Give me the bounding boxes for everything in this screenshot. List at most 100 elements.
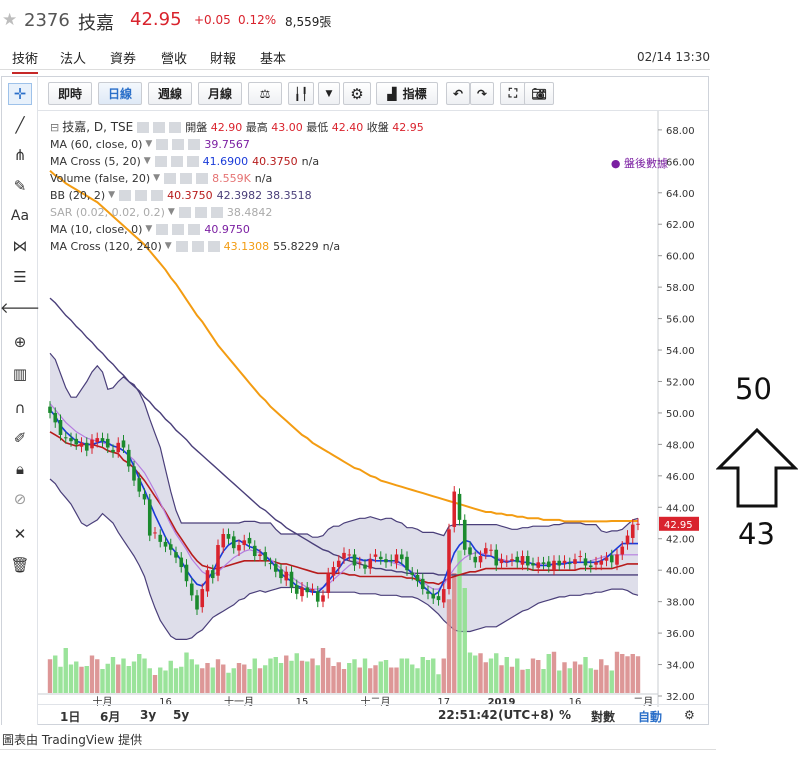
timezone-label[interactable]: (UTC+8)	[498, 708, 555, 722]
volume-bar	[436, 674, 441, 693]
tab-basic[interactable]: 基本	[260, 52, 287, 67]
percent-scale-button[interactable]: %	[559, 708, 572, 722]
candle-type-icon[interactable]: ╽╿	[288, 82, 314, 105]
volume-bar	[163, 670, 168, 693]
range-3y-button[interactable]: 3y	[140, 708, 157, 722]
tab-institutional[interactable]: 法人	[60, 52, 87, 67]
volume-bar	[189, 659, 194, 693]
annotation-lower-number: 43	[738, 517, 775, 551]
auto-scale-button[interactable]: 自動	[638, 710, 663, 724]
tools-icon[interactable]: ✕	[13, 525, 27, 543]
range-1d-button[interactable]: 1日	[60, 710, 81, 724]
candle-body	[552, 560, 556, 570]
volume-bar	[578, 664, 583, 693]
arrow-left-icon[interactable]: 🡐	[0, 298, 41, 317]
measure-icon[interactable]: ▥	[12, 365, 28, 383]
weekly-button[interactable]: 週線	[148, 82, 192, 105]
realtime-button[interactable]: 即時	[48, 82, 92, 105]
volume-bar	[620, 654, 625, 693]
lock-icon[interactable]: 🔒︎	[16, 460, 24, 478]
trash-icon[interactable]: 🗑︎	[10, 556, 30, 574]
candle-body	[336, 560, 341, 568]
volume-bar	[425, 660, 431, 693]
candle-body	[321, 595, 325, 602]
brush-icon[interactable]: ✎	[13, 177, 27, 195]
stock-code: 2376	[24, 10, 70, 31]
volume-bar	[420, 657, 425, 693]
hide-icon[interactable]: ⊘	[13, 490, 27, 508]
ma120-line	[49, 170, 638, 523]
price-chart-area[interactable]: 32.00 34.00 36.00 38.00 40.00 42.00 44.00 46.00…	[38, 111, 708, 708]
candle-body	[609, 555, 614, 563]
zoom-icon[interactable]: ⊕	[13, 333, 27, 351]
tab-revenue[interactable]: 營收	[161, 52, 188, 67]
tab-technical[interactable]: 技術	[12, 48, 39, 74]
stay-drawing-icon[interactable]: ✐	[13, 429, 27, 447]
annotation-upper-number: 50	[735, 372, 772, 406]
snapshot-camera-icon[interactable]: 📷︎	[524, 82, 554, 105]
magnet-icon[interactable]: ∩	[14, 399, 26, 417]
trendline-icon[interactable]: ╱	[15, 116, 25, 134]
volume-bar	[53, 655, 58, 693]
indicators-button[interactable]: ▟ 指標	[376, 82, 438, 105]
candle-body	[100, 438, 105, 442]
last-price-marker	[659, 516, 699, 531]
candle-body	[457, 493, 462, 520]
bottom-settings-gear-icon[interactable]: ⚙	[684, 708, 695, 722]
range-6m-button[interactable]: 6月	[100, 710, 121, 724]
redo-icon[interactable]: ↷	[470, 82, 494, 105]
candle-body	[373, 554, 378, 557]
candle-body	[389, 559, 394, 561]
time-tick-label: 17	[437, 697, 450, 707]
favorite-star-icon[interactable]: ★	[2, 10, 18, 30]
monthly-button[interactable]: 月線	[198, 82, 242, 105]
compare-scale-icon[interactable]: ⚖	[248, 82, 282, 105]
volume-bar	[609, 670, 614, 693]
candle-body	[368, 559, 373, 569]
candle-body	[594, 562, 598, 565]
price-tick-label: 42.00	[666, 535, 695, 546]
volume-bar	[257, 668, 263, 693]
chevron-down-icon[interactable]: ▼	[318, 82, 340, 105]
candle-body	[142, 493, 147, 500]
price-tick-label: 56.00	[666, 315, 695, 326]
candle-body	[216, 545, 220, 576]
fib-icon[interactable]: ☰	[13, 268, 27, 286]
volume-bar	[567, 668, 572, 693]
settings-gear-icon[interactable]: ⚙	[343, 82, 371, 105]
undo-icon[interactable]: ↶	[446, 82, 470, 105]
volume-bar	[368, 668, 373, 693]
candle-body	[147, 499, 152, 536]
crosshair-icon[interactable]: ✛	[8, 83, 32, 105]
price-tick-label: 58.00	[666, 283, 695, 294]
pattern-icon[interactable]: ⋈	[12, 237, 28, 255]
candle-body	[237, 545, 241, 551]
candle-body	[231, 536, 236, 549]
candle-body	[452, 491, 457, 527]
candle-body	[247, 537, 252, 544]
candle-body	[126, 449, 131, 467]
volume-bar	[515, 658, 520, 693]
info-tabs: 技術 法人 資券 營收 財報 基本	[0, 42, 710, 74]
fullscreen-icon[interactable]: ⛶	[500, 82, 526, 105]
volume-bar	[530, 658, 536, 693]
candle-body	[415, 574, 420, 582]
after-hours-label[interactable]: ● 盤後數據	[610, 157, 668, 170]
price-chart-svg[interactable]: 32.00 34.00 36.00 38.00 40.00 42.00 44.00 46.00…	[38, 111, 708, 708]
price-tick-label: 46.00	[666, 472, 695, 483]
candle-body	[441, 589, 446, 603]
daily-button[interactable]: 日線	[98, 82, 142, 105]
tab-margin[interactable]: 資券	[110, 52, 137, 67]
log-scale-button[interactable]: 對數	[591, 710, 616, 724]
range-5y-button[interactable]: 5y	[173, 708, 190, 722]
candle-body	[111, 449, 115, 453]
volume-bar	[551, 651, 557, 693]
tab-financials[interactable]: 財報	[210, 52, 237, 67]
time-tick-label: 16	[569, 697, 582, 707]
chart-bottom-bar: 1日 6月 3y 5y 22:51:42 (UTC+8) % 對數 自動 ⚙	[38, 704, 708, 725]
candle-body	[520, 556, 525, 565]
pitchfork-icon[interactable]: ⋔	[13, 146, 27, 164]
volume-bar	[352, 659, 357, 693]
candle-body	[195, 595, 199, 610]
text-tool-icon[interactable]: Aa	[10, 208, 30, 224]
